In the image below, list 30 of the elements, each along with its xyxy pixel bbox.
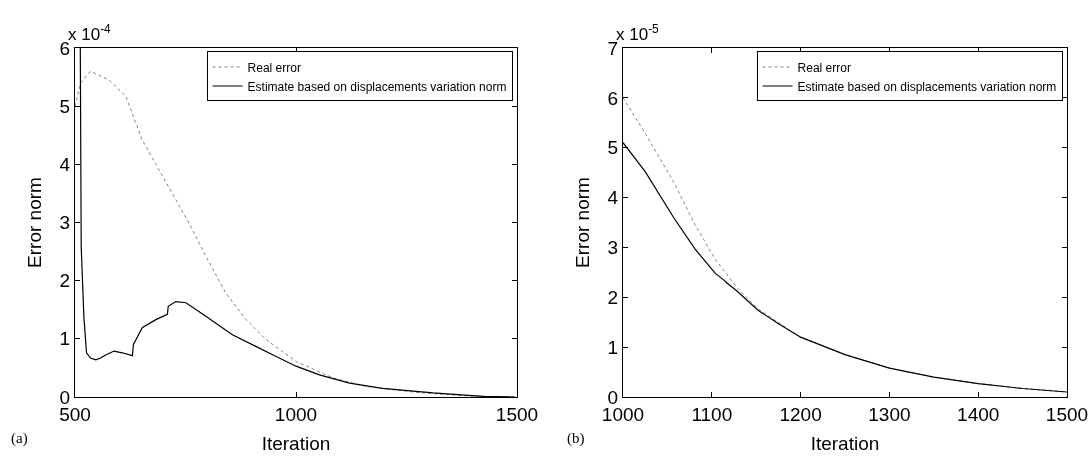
x-tick-label: 1300: [868, 403, 911, 425]
x-tick-label: 1500: [1045, 403, 1089, 425]
legend-label: Estimate based on displacements variation norm: [797, 79, 1057, 94]
y-tick-label: 5: [607, 137, 619, 159]
text: (a): [11, 430, 28, 447]
x-tick-label: 1400: [957, 403, 1000, 425]
x-axis-title: Iteration: [810, 432, 880, 454]
y-tick-label: 3: [59, 212, 71, 234]
y-tick-label: 3: [607, 237, 619, 259]
x-tick-label: 1000: [274, 403, 318, 425]
text: x 10$^{-4}$: [68, 22, 112, 45]
y-axis-title: Error norm: [572, 177, 594, 268]
y-tick-label: 1: [607, 336, 619, 358]
x-tick-label: 1500: [495, 403, 539, 425]
y-tick-label: 4: [59, 153, 71, 175]
y-tick-label: 4: [607, 187, 619, 209]
legend-label: Real error: [797, 60, 851, 75]
text: x 10$^{-5}$: [616, 22, 660, 45]
y-tick-label: 2: [59, 270, 71, 292]
x-tick-label: 1100: [691, 403, 733, 425]
y-tick-label: 2: [607, 286, 619, 308]
text: (b): [567, 430, 585, 447]
legend-label: Estimate based on displacements variation norm: [247, 79, 507, 94]
y-tick-label: 1: [59, 328, 71, 350]
y-tick-label: 6: [607, 87, 619, 109]
x-axis-title: Iteration: [261, 432, 331, 454]
legend-label: Real error: [247, 60, 301, 75]
y-tick-label: 5: [59, 95, 71, 117]
y-axis-title: Error norm: [24, 177, 46, 268]
x-tick-label: 1200: [779, 403, 822, 425]
